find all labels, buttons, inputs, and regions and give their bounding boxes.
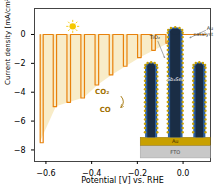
svg-text:Aucatalyst: Aucatalyst [193,25,213,38]
svg-text:CO: CO [100,106,111,114]
svg-text:0.0: 0.0 [177,169,190,178]
svg-text:−4: −4 [14,88,26,97]
svg-text:FTO: FTO [170,149,180,155]
svg-text:−6: −6 [14,117,26,126]
svg-text:CO₂: CO₂ [95,88,109,96]
svg-text:−0.6: −0.6 [36,169,55,178]
svg-text:Current density [mA/cm²]: Current density [mA/cm²] [4,0,12,85]
svg-text:Au: Au [172,138,179,144]
svg-text:TiO₂: TiO₂ [149,34,160,40]
svg-text:−0.4: −0.4 [81,169,102,179]
svg-text:0: 0 [20,30,25,39]
svg-text:Potential [V] vs. RHE: Potential [V] vs. RHE [81,176,163,185]
svg-text:Sb₂Se₃: Sb₂Se₃ [167,76,184,82]
svg-text:−8: −8 [14,146,26,155]
svg-text:−0.2: −0.2 [127,169,148,179]
svg-text:−2: −2 [14,59,26,68]
